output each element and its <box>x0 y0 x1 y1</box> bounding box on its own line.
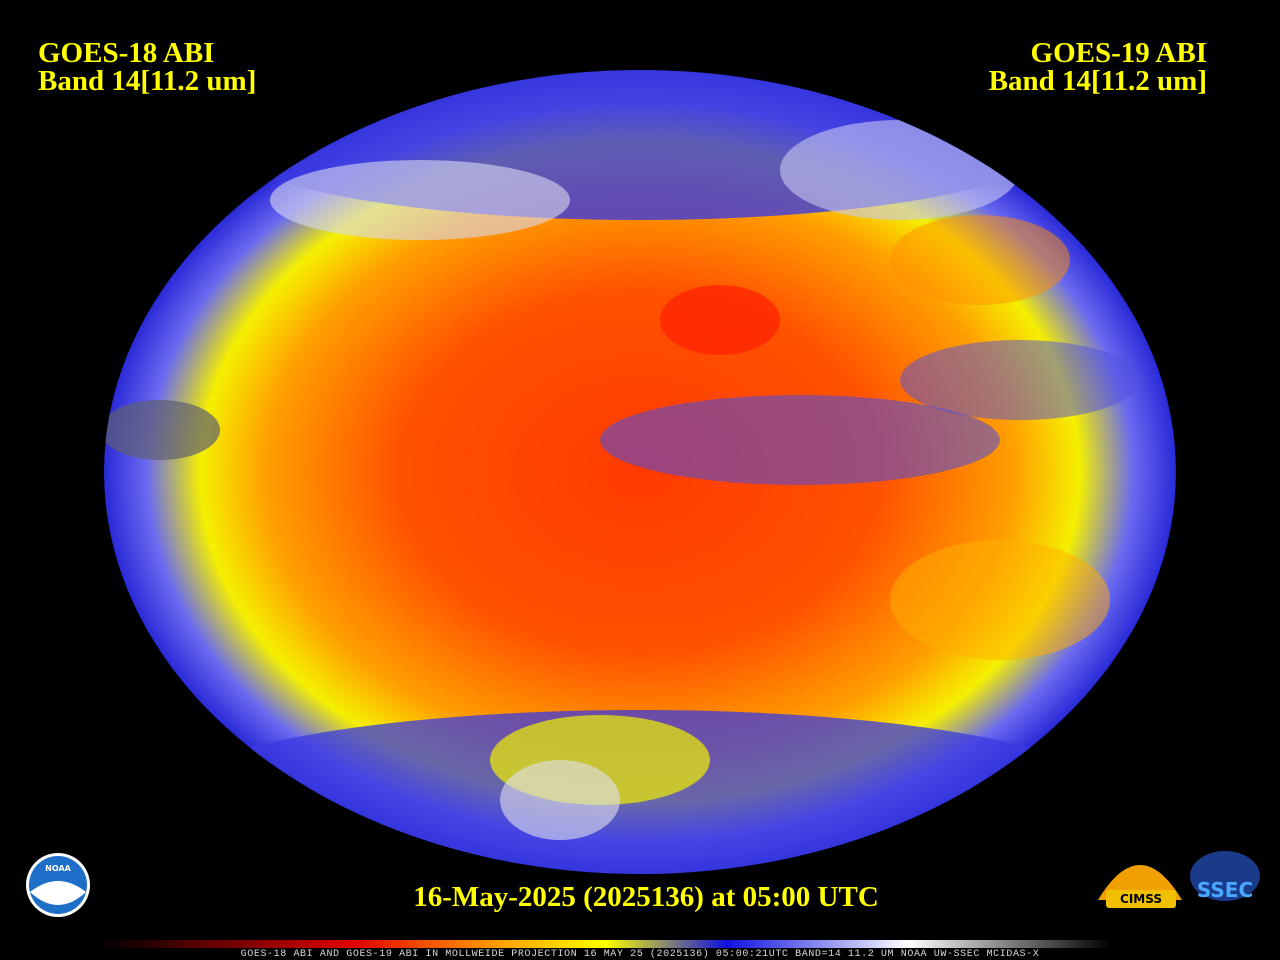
left-satellite-title: GOES-18 ABI <box>38 37 214 69</box>
noaa-logo: NOAA <box>26 853 90 917</box>
right-band-label: Band 14[11.2 um] <box>989 65 1207 97</box>
footer-caption: GOES-18 ABI AND GOES-19 ABI IN MOLLWEIDE… <box>241 948 1040 960</box>
color-bar <box>100 940 1110 948</box>
right-satellite-title: GOES-19 ABI <box>1031 37 1207 69</box>
ssec-label: SSEC <box>1197 878 1253 902</box>
left-band-label: Band 14[11.2 um] <box>38 65 256 97</box>
noaa-label: NOAA <box>45 864 71 873</box>
cimss-logo: CIMSS <box>1098 865 1182 908</box>
timestamp: 16-May-2025 (2025136) at 05:00 UTC <box>413 881 879 913</box>
cimss-label: CIMSS <box>1120 892 1162 906</box>
ssec-logo: SSEC <box>1190 851 1260 902</box>
